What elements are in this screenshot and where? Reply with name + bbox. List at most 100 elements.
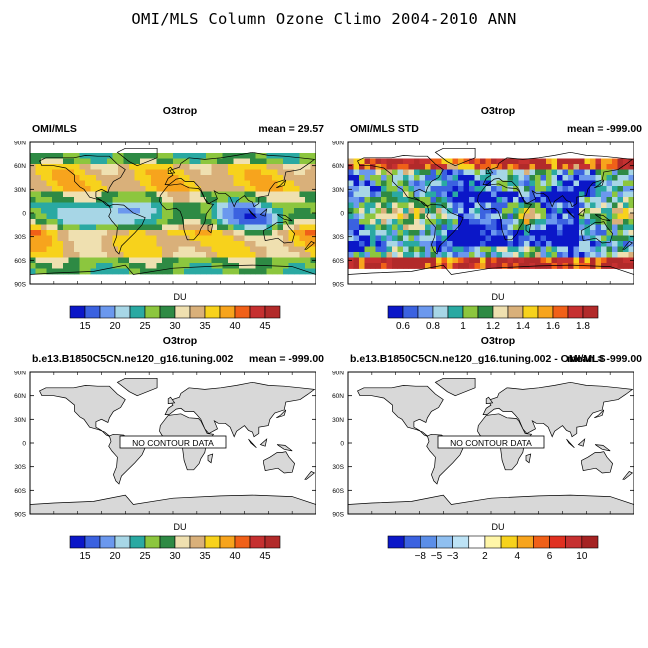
- colorbar-tick-label: 30: [169, 551, 181, 562]
- colorbar-swatch: [204, 305, 221, 319]
- colorbar-swatch: [264, 535, 281, 549]
- land-mass: [164, 381, 316, 438]
- colorbar-swatch: [500, 535, 518, 549]
- lat-tick-label: 30N: [332, 187, 344, 194]
- map-plot: NO CONTOUR DATA 90N 60N 30N 0 30S 60S 90S: [14, 371, 316, 517]
- colorbar-swatch: [159, 535, 176, 549]
- land-mass: [116, 377, 158, 397]
- colorbar-tick-label: 6: [546, 551, 553, 562]
- colorbar-tick-label: 0.6: [396, 321, 410, 332]
- colorbar-tick-label: 1.8: [576, 321, 590, 332]
- colorbar-swatch: [174, 305, 191, 319]
- colorbar-swatch: [99, 305, 116, 319]
- lat-tick-label: 30N: [332, 417, 344, 424]
- coastline: [566, 208, 575, 218]
- coastline: [159, 183, 215, 241]
- land-mass: [485, 396, 494, 404]
- colorbar-swatch: [403, 535, 421, 549]
- lat-tick-label: 30S: [14, 234, 26, 241]
- colorbar-units-label: DU: [491, 292, 505, 302]
- coastline: [164, 151, 316, 208]
- panel-left-annotation: OMI/MLS: [32, 123, 77, 135]
- land-mass: [259, 438, 268, 447]
- colorbar-swatch: [567, 305, 584, 319]
- land-mass: [577, 438, 586, 447]
- colorbar-swatch: [582, 305, 599, 319]
- colorbar-tick-label: 10: [576, 551, 588, 562]
- no-data-label: NO CONTOUR DATA: [132, 438, 214, 448]
- colorbar-swatch: [234, 535, 251, 549]
- land-mass: [167, 396, 176, 404]
- no-data-box: [119, 435, 227, 449]
- coastline: [434, 147, 476, 167]
- coastline: [30, 264, 316, 284]
- colorbar: [387, 305, 599, 319]
- land-mass: [594, 444, 611, 452]
- colorbar-swatch: [189, 305, 206, 319]
- contour-field: [30, 153, 316, 275]
- map-panel: O3trop b.e13.B1850C5CN.ne120_g16.tuning.0…: [332, 335, 648, 565]
- coastline: [259, 208, 268, 217]
- colorbar-swatch: [249, 305, 266, 319]
- coastline: [276, 179, 287, 189]
- map-panel: O3trop OMI/MLS STD mean = -999.00 90N 60N 30N…: [332, 105, 648, 335]
- colorbar-swatch: [114, 305, 131, 319]
- lat-tick-label: 0: [22, 211, 26, 218]
- colorbar-tick-label: 45: [259, 551, 271, 562]
- lat-tick-label: 30S: [332, 234, 344, 241]
- colorbar-swatch: [144, 305, 161, 319]
- colorbar-tick-label: 30: [169, 321, 181, 332]
- land-mass: [39, 385, 126, 438]
- map-plot: NO CONTOUR DATA 90N 60N 30N 0 30S 60S 90S: [332, 371, 634, 518]
- coastline: [108, 203, 146, 255]
- colorbar-tick-label: 1.6: [546, 321, 560, 332]
- colorbar-swatch: [432, 305, 449, 319]
- panel-title: O3trop: [162, 105, 198, 117]
- lat-tick-label: 30N: [14, 417, 26, 424]
- colorbar: [69, 535, 281, 549]
- colorbar-tick-label: −5: [430, 551, 443, 562]
- land-mass: [276, 409, 287, 419]
- coastline: [482, 151, 634, 208]
- colorbar-swatch: [417, 305, 434, 319]
- coastline: [581, 221, 613, 244]
- colorbar-swatch: [452, 535, 470, 549]
- colorbar-tick-label: 1: [460, 321, 466, 332]
- lat-tick-label: 30S: [332, 464, 344, 471]
- lat-tick-label: 60S: [332, 258, 344, 265]
- colorbar-swatch: [204, 535, 221, 549]
- coastline: [263, 221, 295, 244]
- no-data-box: [437, 435, 545, 449]
- colorbar-swatch: [447, 305, 464, 319]
- colorbar-swatch: [522, 305, 539, 319]
- panel-title: O3trop: [480, 335, 516, 347]
- colorbar-swatch: [436, 535, 453, 549]
- land-mass: [581, 451, 613, 474]
- colorbar-tick-label: 45: [259, 321, 271, 332]
- panel-left-annotation: b.e13.B1850C5CN.ne120_g16.tuning.002: [32, 353, 234, 365]
- colorbar-swatch: [69, 305, 86, 319]
- colorbar-tick-label: 1.4: [516, 321, 530, 332]
- coastline: [485, 166, 494, 174]
- lat-tick-label: 90S: [332, 512, 344, 518]
- colorbar-swatch: [69, 535, 86, 549]
- land-mass: [357, 385, 444, 438]
- lat-tick-label: 60N: [14, 163, 26, 170]
- colorbar-tick-label: 15: [79, 551, 91, 562]
- coastline: [248, 208, 257, 218]
- map-plot: 90N 60N 30N 0 30S 60S 90S: [332, 141, 634, 287]
- colorbar-swatch: [174, 535, 191, 549]
- colorbar-tick-label: 2: [482, 551, 488, 562]
- colorbar-units-label: DU: [173, 522, 187, 532]
- colorbar: [69, 305, 281, 319]
- panel-mean-annotation: mean = 29.57: [258, 123, 324, 135]
- land-mass: [594, 409, 605, 419]
- lat-tick-label: 90N: [332, 141, 344, 147]
- land-mass: [263, 451, 295, 474]
- colorbar-tick-label: 40: [229, 321, 241, 332]
- lat-tick-label: 60S: [14, 258, 26, 265]
- lat-tick-label: 60N: [332, 393, 344, 400]
- coastline: [594, 179, 605, 189]
- panel-title: O3trop: [162, 335, 198, 347]
- colorbar-swatch: [420, 535, 437, 549]
